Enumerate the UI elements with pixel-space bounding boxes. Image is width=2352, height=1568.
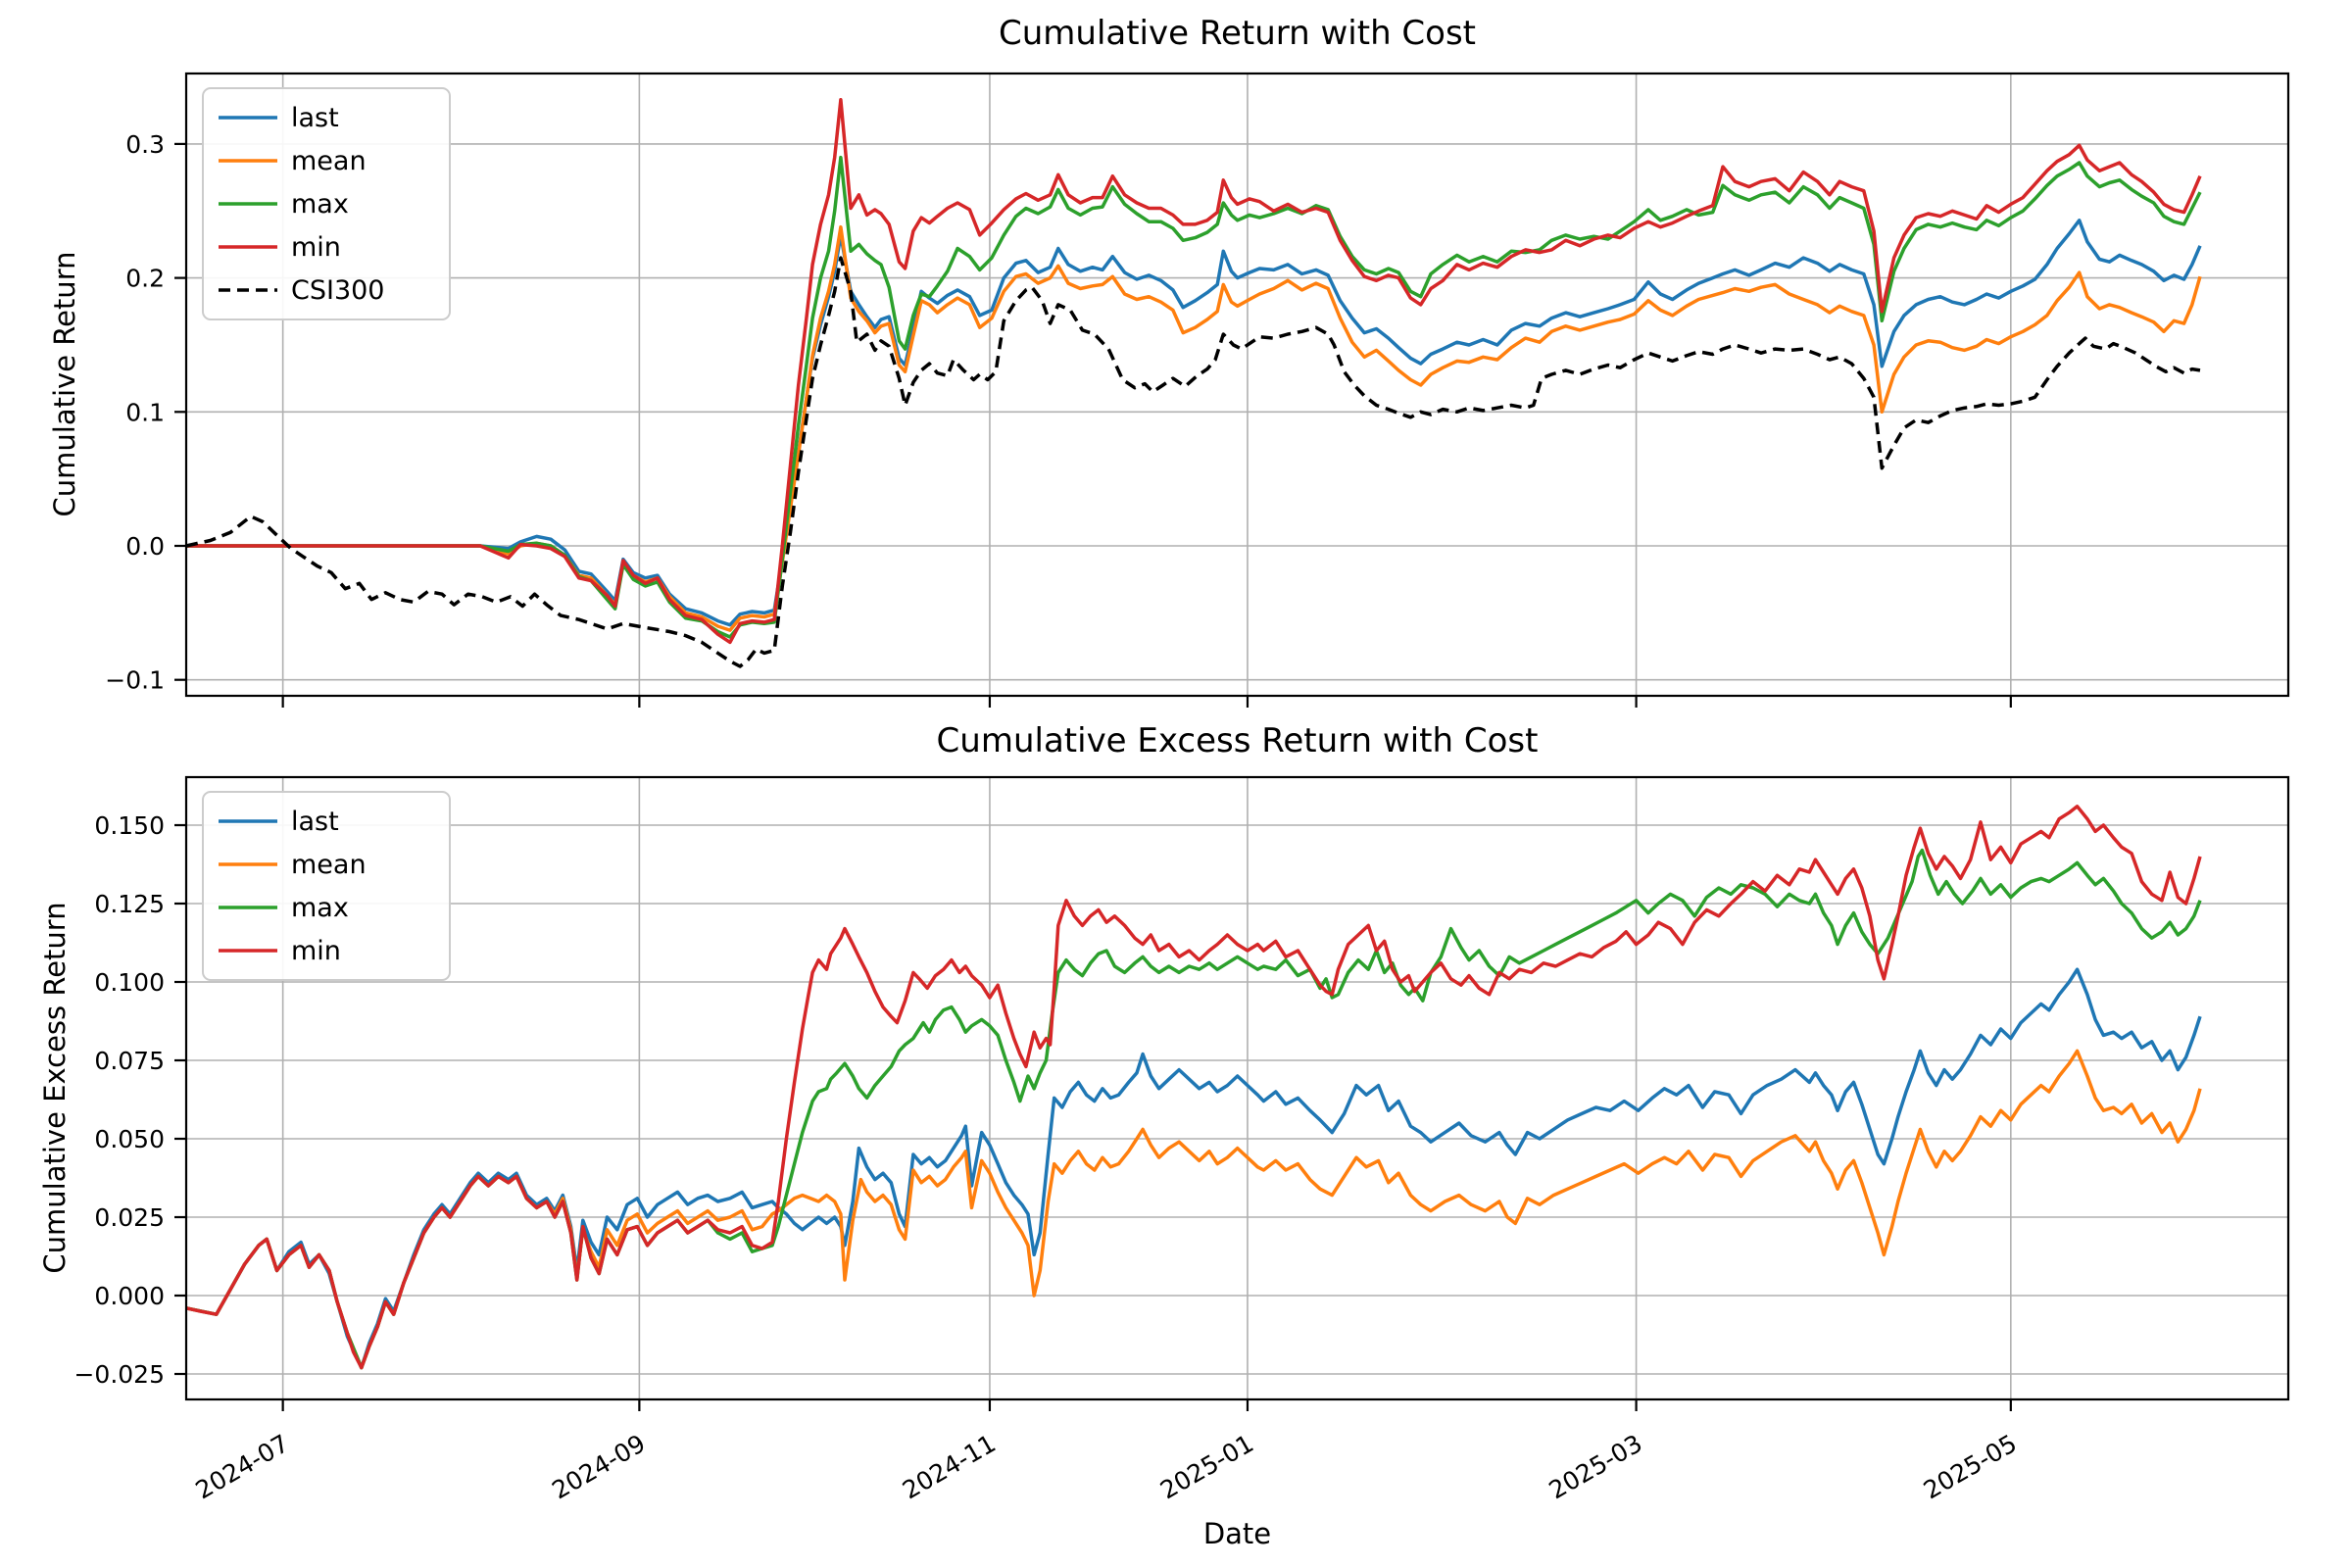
legend-label-mean: mean xyxy=(291,146,367,176)
y-tick-label: 0.075 xyxy=(94,1047,165,1075)
x-tick-label: 2025-03 xyxy=(1544,1429,1647,1504)
y-tick-label: 0.025 xyxy=(94,1203,165,1232)
axes-frame xyxy=(184,72,2290,698)
series-line-max xyxy=(186,155,2202,639)
plot-area xyxy=(186,777,2288,1399)
legend-label-CSI300: CSI300 xyxy=(291,275,385,306)
legend-label-mean: mean xyxy=(291,850,367,880)
chart-1: 2024-07 2024-09 2024-11 2025-01 2025-03 2025-… xyxy=(74,775,2290,1504)
y-tick-label: −0.1 xyxy=(105,666,165,695)
y-tick-label: 0.2 xyxy=(125,265,165,293)
bottom-chart-ylabel: Cumulative Excess Return xyxy=(38,902,72,1274)
legend-label-max: max xyxy=(291,189,349,220)
y-tick-label: 0.150 xyxy=(94,811,165,840)
series-line-min xyxy=(185,805,2202,1370)
x-axis-label: Date xyxy=(1202,1517,1272,1550)
x-tick-label: 2024-11 xyxy=(898,1429,1001,1504)
y-tick-label: 0.0 xyxy=(125,532,165,561)
x-tick-label: 2024-09 xyxy=(547,1429,650,1504)
legend-box xyxy=(202,791,451,981)
legend-label-min: min xyxy=(291,936,341,966)
y-tick-label: −0.025 xyxy=(74,1360,165,1389)
plot-area xyxy=(186,74,2288,696)
x-tick-label: 2024-07 xyxy=(191,1429,294,1504)
top-chart-title: Cumulative Return with Cost xyxy=(998,14,1477,53)
x-tick-label: 2025-01 xyxy=(1155,1429,1258,1504)
y-tick-label: 0.000 xyxy=(94,1282,165,1310)
y-tick-label: 0.3 xyxy=(125,130,165,159)
legend-label-max: max xyxy=(291,893,349,923)
legend-label-min: min xyxy=(291,232,341,263)
y-tick-label: 0.100 xyxy=(94,968,165,997)
legend: last mean max min xyxy=(202,791,451,981)
axes-frame xyxy=(184,775,2290,1401)
bottom-chart-title: Cumulative Excess Return with Cost xyxy=(936,721,1539,760)
legend-label-last: last xyxy=(291,807,339,837)
legend-box xyxy=(202,87,451,320)
x-tick-label: 2025-05 xyxy=(1919,1429,2022,1504)
chart-0: −0.1 0.0 0.1 0.2 0.3 last mean max min CSI300 xyxy=(105,72,2290,708)
top-chart-ylabel: Cumulative Return xyxy=(48,251,81,517)
y-tick-label: 0.125 xyxy=(94,890,165,918)
legend: last mean max min CSI300 xyxy=(202,87,451,320)
y-tick-label: 0.050 xyxy=(94,1125,165,1153)
legend-label-last: last xyxy=(291,103,339,133)
series-line-min xyxy=(186,98,2202,645)
series-line-CSI300 xyxy=(185,256,2201,668)
y-tick-label: 0.1 xyxy=(125,398,165,426)
